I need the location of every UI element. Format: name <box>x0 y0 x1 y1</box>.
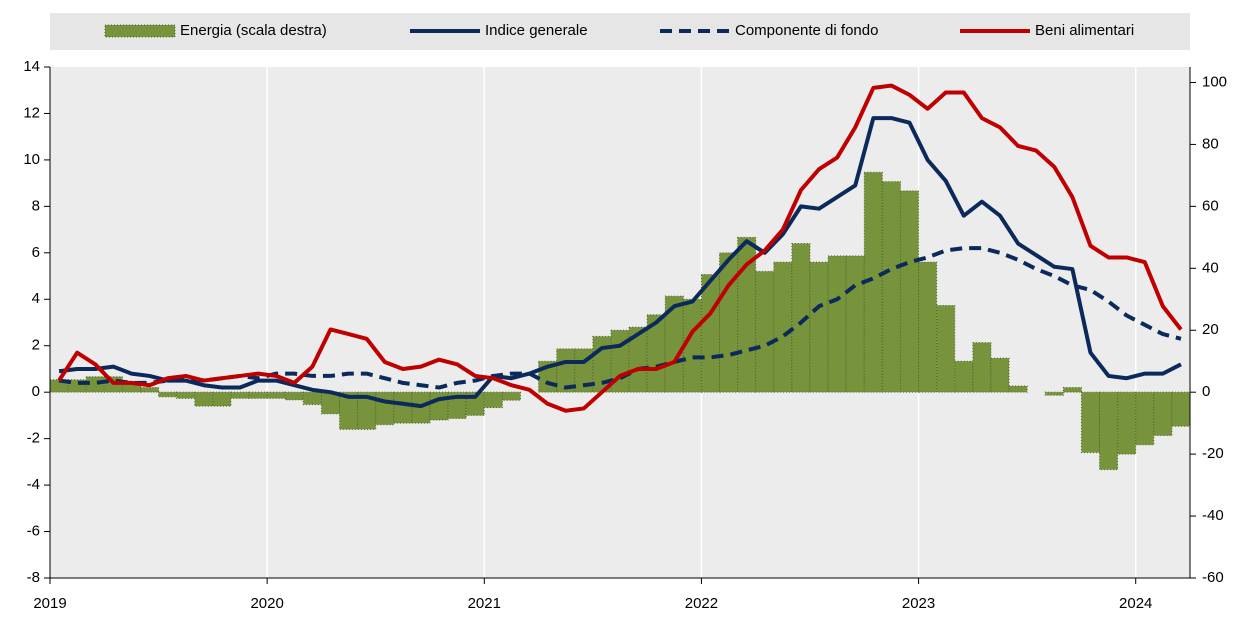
bar <box>899 190 920 393</box>
bar <box>139 387 160 393</box>
bar <box>230 391 250 399</box>
y2-tick-label: 20 <box>1202 321 1219 338</box>
bar <box>881 181 901 393</box>
x-tick-label: 2019 <box>33 595 66 612</box>
y2-tick-label: -60 <box>1202 569 1224 586</box>
x-tick-label: 2022 <box>685 595 718 612</box>
bar <box>1117 391 1137 455</box>
legend-label: Componente di fondo <box>735 22 878 39</box>
y-tick-label: 4 <box>32 290 40 307</box>
y2-tick-label: 0 <box>1202 383 1210 400</box>
bar <box>194 391 214 407</box>
y-tick-label: -2 <box>27 430 40 447</box>
bar <box>1008 385 1028 393</box>
bar <box>1099 391 1119 471</box>
y-tick-label: 10 <box>23 151 40 168</box>
y-tick-label: 2 <box>32 337 40 354</box>
bar <box>700 273 721 393</box>
bar <box>284 391 304 401</box>
bar <box>827 255 847 393</box>
y-tick-label: -8 <box>27 569 40 586</box>
y-tick-label: -6 <box>27 523 40 540</box>
bar <box>302 391 322 406</box>
y2-tick-label: 60 <box>1202 197 1219 214</box>
x-tick-label: 2021 <box>468 595 501 612</box>
plot-area <box>50 67 1190 578</box>
y-tick-label: 8 <box>32 197 40 214</box>
bar <box>1080 391 1101 454</box>
bar <box>954 360 974 393</box>
bar <box>845 255 865 393</box>
bar <box>773 261 793 393</box>
bar <box>791 243 811 393</box>
x-tick-label: 2024 <box>1119 595 1152 612</box>
bar <box>918 261 938 393</box>
y-tick-label: 12 <box>23 104 40 121</box>
bar <box>266 391 286 399</box>
bar <box>393 391 413 424</box>
legend-label: Beni alimentari <box>1035 22 1134 39</box>
x-tick-label: 2020 <box>250 595 283 612</box>
bar <box>483 391 503 409</box>
y-tick-label: -4 <box>27 476 40 493</box>
y-tick-label: 0 <box>32 383 40 400</box>
bar <box>719 252 739 393</box>
bar <box>1062 387 1082 393</box>
bar <box>936 304 956 393</box>
y2-tick-label: 80 <box>1202 135 1219 152</box>
bar <box>501 391 521 401</box>
x-tick-label: 2023 <box>902 595 935 612</box>
bar <box>646 314 666 393</box>
line-series <box>58 246 1182 390</box>
bar <box>628 326 648 393</box>
y2-tick-label: -20 <box>1202 445 1224 462</box>
y-tick-label: 14 <box>23 58 40 75</box>
bar <box>176 391 196 399</box>
bar <box>212 391 232 407</box>
y-tick-label: 6 <box>32 244 40 261</box>
bar <box>158 391 178 398</box>
bar <box>809 261 829 393</box>
legend-label: Energia (scala destra) <box>180 22 327 39</box>
bar <box>1135 391 1155 446</box>
y2-tick-label: 40 <box>1202 259 1219 276</box>
y2-tick-label: 100 <box>1202 73 1227 90</box>
bar <box>1171 391 1191 427</box>
bar <box>1044 391 1064 396</box>
line-series <box>57 83 1183 413</box>
bar <box>990 357 1010 393</box>
bar <box>375 391 395 426</box>
bar <box>755 270 775 393</box>
legend-label: Indice generale <box>485 22 588 39</box>
bar <box>1153 391 1173 437</box>
legend-swatch <box>104 24 176 38</box>
bar <box>248 391 268 399</box>
bar <box>972 342 992 393</box>
y2-tick-label: -40 <box>1202 507 1224 524</box>
line-series <box>58 116 1182 409</box>
